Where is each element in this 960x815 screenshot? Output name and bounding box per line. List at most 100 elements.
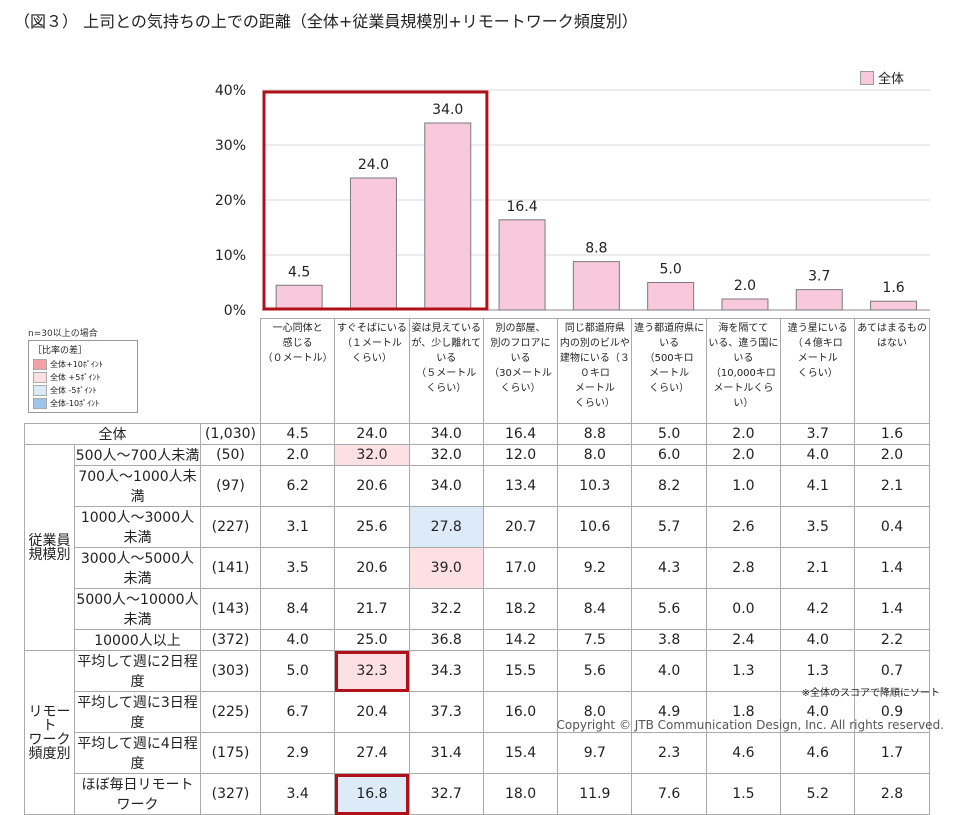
sample-size: (225) xyxy=(200,691,261,733)
data-cell: 2.8 xyxy=(854,773,930,815)
column-header: 同じ都道府県 内の別のビルや 建物にいる（３ ０キロ メートル くらい） xyxy=(557,318,633,424)
data-cell: 20.7 xyxy=(482,506,559,548)
data-cell: 0.4 xyxy=(854,506,930,548)
difference-legend-swatch xyxy=(33,359,47,370)
sample-size: (141) xyxy=(200,547,261,589)
total-row-label: 全体 xyxy=(24,423,201,445)
column-header: すぐそばにいる （１メートル くらい） xyxy=(334,318,410,424)
data-cell: 2.1 xyxy=(854,465,930,507)
data-cell: 27.8 xyxy=(408,506,484,548)
row-label: 500人～700人未満 xyxy=(74,444,201,466)
data-cell: 3.7 xyxy=(780,423,856,445)
data-table: 一心同体と 感じる （０メートル） すぐそばにいる （１メートル くらい） 姿は見えているが… xyxy=(24,318,930,815)
data-cell: 4.5 xyxy=(259,423,336,445)
bar-value-label: 2.0 xyxy=(734,278,756,294)
data-cell: 4.0 xyxy=(780,691,856,733)
column-header: 海を隔てて いる、違う国に いる （10,000キロ メートルくらい） xyxy=(705,318,782,424)
chart-legend: 全体 xyxy=(860,68,904,87)
data-cell: 0.0 xyxy=(705,588,782,630)
highlight-box xyxy=(262,90,489,311)
data-cell: 9.2 xyxy=(557,547,633,589)
row-label: 5000人～10000人未満 xyxy=(74,588,201,630)
bar-chart: 0% 10% 20% 30% 40% 4.5 24.0 34.0 16.4 8.8 5.0 2.0 3.… xyxy=(215,83,930,318)
column-header: 違う星にいる （４億キロ メートル くらい） xyxy=(780,318,856,424)
group-label: 従業員 規模別 xyxy=(24,444,75,651)
data-cell: 32.0 xyxy=(334,444,410,466)
legend-swatch xyxy=(860,70,874,85)
data-cell: 34.0 xyxy=(408,465,484,507)
data-cell: 5.0 xyxy=(631,423,707,445)
sample-size: (50) xyxy=(200,444,261,466)
row-label: 平均して週に3日程度 xyxy=(74,691,201,733)
difference-legend-label: 全体+10ﾎﾟｲﾝﾄ xyxy=(50,360,103,369)
data-cell: 14.2 xyxy=(482,629,559,651)
column-header: あてはまるもの はない xyxy=(854,318,930,424)
y-tick-label: 0% xyxy=(224,303,246,318)
data-cell: 7.5 xyxy=(557,629,633,651)
data-cell: 4.0 xyxy=(259,629,336,651)
bar-value-label: 8.8 xyxy=(585,241,607,257)
data-cell: 10.6 xyxy=(557,506,633,548)
data-cell: 11.9 xyxy=(557,773,633,815)
table-row: リモート ワーク 頻度別 平均して週に2日程度 (303) 5.0 32.3 34.3 15.5… xyxy=(24,650,930,815)
difference-legend-title: ［比率の差］ xyxy=(33,346,88,356)
data-cell: 8.2 xyxy=(631,465,707,507)
data-cell: 8.4 xyxy=(259,588,336,630)
data-cell: 2.8 xyxy=(705,547,782,589)
data-cell: 2.2 xyxy=(854,629,930,651)
data-cell: 32.0 xyxy=(408,444,484,466)
sample-size: (303) xyxy=(200,650,261,692)
sample-size: (1,030) xyxy=(200,423,261,445)
copyright: Copyright © JTB Communication Design, In… xyxy=(556,718,945,732)
sample-size: (327) xyxy=(200,773,261,815)
sample-size: (175) xyxy=(200,732,261,774)
header-spacer xyxy=(25,319,261,424)
table-row: 1000人～3000人未満 (227) 3.1 25.6 27.8 20.7 10.6 5.7… xyxy=(25,506,930,548)
bar xyxy=(349,177,397,311)
data-cell: 36.8 xyxy=(408,629,484,651)
difference-legend-item: 全体+10ﾎﾟｲﾝﾄ xyxy=(33,358,133,371)
data-cell: 4.6 xyxy=(705,732,782,774)
y-tick-label: 10% xyxy=(215,248,246,264)
bar xyxy=(870,300,918,311)
difference-legend-swatch xyxy=(33,372,47,383)
data-cell: 32.3 xyxy=(334,650,410,692)
data-cell: 1.3 xyxy=(705,650,782,692)
table-row: 3000人～5000人未満 (141) 3.5 20.6 39.0 17.0 9.2 4.3 2… xyxy=(25,547,930,589)
data-cell: 27.4 xyxy=(334,732,410,774)
data-cell: 16.4 xyxy=(482,423,559,445)
data-cell: 16.0 xyxy=(482,691,559,733)
data-cell: 31.4 xyxy=(408,732,484,774)
difference-legend-item: 全体-10ﾎﾟｲﾝﾄ xyxy=(33,397,133,410)
data-cell: 2.1 xyxy=(780,547,856,589)
data-cell: 21.7 xyxy=(334,588,410,630)
data-cell: 25.6 xyxy=(334,506,410,548)
data-cell: 20.6 xyxy=(334,547,410,589)
data-cell: 4.0 xyxy=(780,629,856,651)
data-cell: 1.6 xyxy=(854,423,930,445)
data-cell: 2.0 xyxy=(705,423,782,445)
data-cell: 2.3 xyxy=(631,732,707,774)
data-cell: 3.1 xyxy=(259,506,336,548)
data-cell: 2.4 xyxy=(705,629,782,651)
row-label: 平均して週に2日程度 xyxy=(74,650,201,692)
data-cell: 6.0 xyxy=(631,444,707,466)
data-cell: 8.0 xyxy=(557,444,633,466)
data-cell: 7.6 xyxy=(631,773,707,815)
data-cell: 9.7 xyxy=(557,732,633,774)
data-cell: 17.0 xyxy=(482,547,559,589)
data-cell: 2.9 xyxy=(259,732,336,774)
data-cell: 34.3 xyxy=(408,650,484,692)
data-cell: 1.8 xyxy=(705,691,782,733)
n-condition-note: n=30以上の場合 xyxy=(28,329,98,339)
data-cell: 32.2 xyxy=(408,588,484,630)
y-tick-label: 40% xyxy=(215,83,246,99)
sample-size: (143) xyxy=(200,588,261,630)
data-cell: 18.2 xyxy=(482,588,559,630)
data-cell: 1.4 xyxy=(854,547,930,589)
table-row: 5000人～10000人未満 (143) 8.4 21.7 32.2 18.2 8.4 5.6… xyxy=(25,588,930,630)
bar xyxy=(647,282,695,311)
data-cell: 4.0 xyxy=(631,650,707,692)
row-label: 10000人以上 xyxy=(74,629,201,651)
bar-value-label: 5.0 xyxy=(660,262,682,278)
